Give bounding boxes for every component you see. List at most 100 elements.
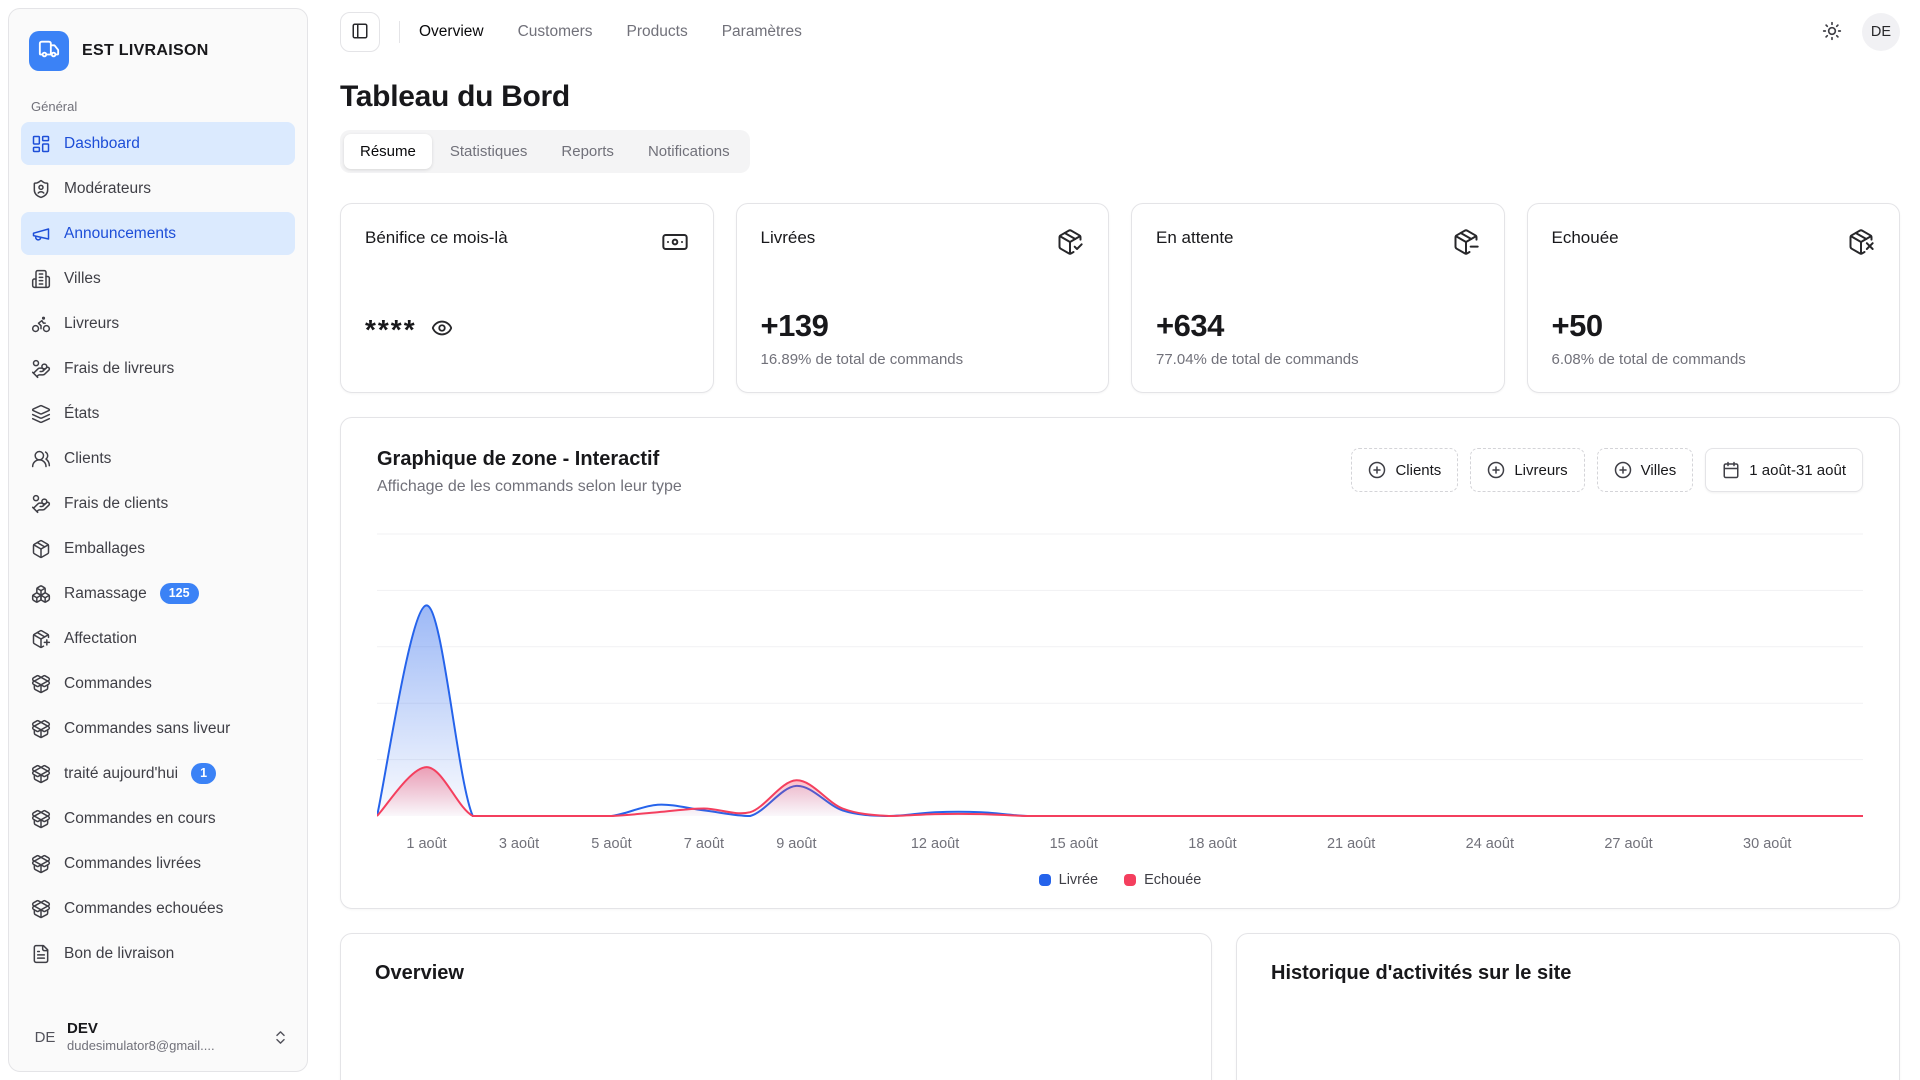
sidebar-item-moderateurs[interactable]: Modérateurs <box>21 167 295 210</box>
sidebar-item-ramassage[interactable]: Ramassage 125 <box>21 572 295 615</box>
stat-title: En attente <box>1156 228 1234 247</box>
x-axis-label: 30 août <box>1743 836 1792 852</box>
tab-reports[interactable]: Reports <box>545 134 630 169</box>
sidebar-item-commandes[interactable]: Commandes <box>21 662 295 705</box>
overview-card: Overview <box>340 933 1212 1080</box>
building-icon <box>31 269 51 289</box>
sidebar-item-etats[interactable]: États <box>21 392 295 435</box>
sidebar-item-villes[interactable]: Villes <box>21 257 295 300</box>
nav-link-parametres[interactable]: Paramètres <box>721 23 802 40</box>
sidebar-item-announcements[interactable]: Announcements <box>21 212 295 255</box>
user-name: DEV <box>67 1019 98 1037</box>
x-axis-label: 24 août <box>1465 836 1515 852</box>
sidebar-toggle-button[interactable] <box>340 12 380 52</box>
filter-button-clients[interactable]: Clients <box>1351 448 1459 492</box>
bike-icon <box>31 314 51 334</box>
legend-swatch <box>1124 874 1137 886</box>
sidebar-item-commandes-sans-liveur[interactable]: Commandes sans liveur <box>21 707 295 750</box>
sidebar-item-label: Villes <box>64 269 101 287</box>
circle-plus-icon <box>1614 461 1632 479</box>
sidebar-item-badge: 125 <box>159 583 199 604</box>
package-icon <box>31 539 51 559</box>
x-axis-label: 7 août <box>683 836 725 852</box>
tab-statistiques[interactable]: Statistiques <box>434 134 544 169</box>
stat-card-en-attente: En attente +634 77.04% de total de command… <box>1131 203 1505 393</box>
activity-card: Historique d'activités sur le site <box>1236 933 1900 1080</box>
sidebar-item-label: Clients <box>64 449 112 467</box>
top-nav: Overview Customers Products Paramètres <box>419 23 802 41</box>
legend-item-livree: Livrée <box>1038 872 1098 888</box>
date-range-label: 1 août-31 août <box>1749 461 1846 479</box>
sidebar-item-bon-de-livraison[interactable]: Bon de livraison <box>21 932 295 975</box>
nav-link-products[interactable]: Products <box>626 23 688 40</box>
area-chart[interactable] <box>377 524 1863 824</box>
sidebar-item-livreurs[interactable]: Livreurs <box>21 302 295 345</box>
sidebar-item-label: Emballages <box>64 539 145 557</box>
sidebar-item-label: Bon de livraison <box>64 944 175 962</box>
panel-left-icon <box>351 22 369 43</box>
calendar-icon <box>1722 461 1740 479</box>
activity-title: Historique d'activités sur le site <box>1271 962 1572 984</box>
x-axis-label: 5 août <box>591 836 632 852</box>
nav-link-customers[interactable]: Customers <box>517 23 593 40</box>
sidebar-item-label: Modérateurs <box>64 179 152 197</box>
sidebar-item-label: Commandes <box>64 674 152 692</box>
user-card[interactable]: DE DEV dudesimulator8@gmail.... <box>21 1009 295 1061</box>
package-open-icon <box>31 719 51 739</box>
sidebar-item-commandes-echouees[interactable]: Commandes echouées <box>21 887 295 930</box>
stat-title: Echouée <box>1551 228 1619 247</box>
main-content: Overview Customers Products Paramètres DE T… <box>316 0 1920 1080</box>
package-x-icon <box>1847 228 1875 256</box>
chart-legend: Livrée Echouée <box>377 872 1863 890</box>
sidebar-item-label: Ramassage <box>64 584 147 602</box>
sidebar-item-label: Frais de livreurs <box>64 359 175 377</box>
date-range-button[interactable]: 1 août-31 août <box>1705 448 1863 492</box>
sidebar-item-frais-de-clients[interactable]: Frais de clients <box>21 482 295 525</box>
legend-label: Echouée <box>1144 872 1202 888</box>
theme-toggle-button[interactable] <box>1822 21 1842 44</box>
sidebar-item-affectation[interactable]: Affectation <box>21 617 295 660</box>
sidebar-item-commandes-en-cours[interactable]: Commandes en cours <box>21 797 295 840</box>
tab-resume[interactable]: Résume <box>344 134 432 169</box>
sidebar-item-label: Frais de clients <box>64 494 169 512</box>
circle-plus-icon <box>1368 461 1386 479</box>
sun-icon <box>1822 21 1842 44</box>
sidebar-item-clients[interactable]: Clients <box>21 437 295 480</box>
sidebar-item-commandes-livrees[interactable]: Commandes livrées <box>21 842 295 885</box>
stat-subtext: 77.04% de total de commands <box>1156 351 1359 368</box>
sidebar-item-traite-aujourdhui[interactable]: traité aujourd'hui 1 <box>21 752 295 795</box>
truck-icon <box>38 38 60 65</box>
layers-icon <box>31 404 51 424</box>
sidebar-item-label: Commandes en cours <box>64 809 216 827</box>
chevrons-up-down-icon <box>272 1029 289 1046</box>
sidebar-item-label: Commandes echouées <box>64 899 224 917</box>
sidebar-item-dashboard[interactable]: Dashboard <box>21 122 295 165</box>
x-axis-label: 9 août <box>776 836 817 852</box>
user-avatar: DE <box>34 1028 56 1046</box>
sidebar-nav-list[interactable]: Dashboard Modérateurs Announcements Villes L… <box>21 122 295 1009</box>
stat-card-livrees: Livrées +139 16.89% de total de commands <box>735 203 1109 393</box>
chart-card: Graphique de zone - Interactif Affichage… <box>340 417 1900 909</box>
filter-button-livreurs[interactable]: Livreurs <box>1470 448 1585 492</box>
package-minus-icon <box>1452 228 1480 256</box>
stat-title: Livrées <box>760 228 816 247</box>
nav-link-overview[interactable]: Overview <box>419 23 484 40</box>
reveal-button[interactable] <box>431 317 453 342</box>
hand-coins-icon <box>31 494 51 514</box>
package-open-icon <box>31 764 51 784</box>
sidebar-item-emballages[interactable]: Emballages <box>21 527 295 570</box>
package-check-icon <box>1056 228 1084 256</box>
app-logo[interactable]: EST LIVRAISON <box>21 23 295 87</box>
eye-icon <box>431 317 453 342</box>
topbar-avatar[interactable]: DE <box>1862 13 1900 51</box>
tab-notifications[interactable]: Notifications <box>632 134 746 169</box>
topbar-divider <box>399 21 400 43</box>
sidebar-item-label: Commandes sans liveur <box>64 719 231 737</box>
sidebar-item-frais-de-livreurs[interactable]: Frais de livreurs <box>21 347 295 390</box>
x-axis: 1 août 3 août 5 août 7 août 9 août 12 août 15 … <box>377 836 1863 860</box>
filter-button-villes[interactable]: Villes <box>1596 448 1694 492</box>
stat-value: +139 <box>760 308 829 343</box>
truck-logo <box>29 31 69 71</box>
sidebar-item-badge: 1 <box>191 763 217 784</box>
sidebar-section-label: Général <box>31 99 78 114</box>
